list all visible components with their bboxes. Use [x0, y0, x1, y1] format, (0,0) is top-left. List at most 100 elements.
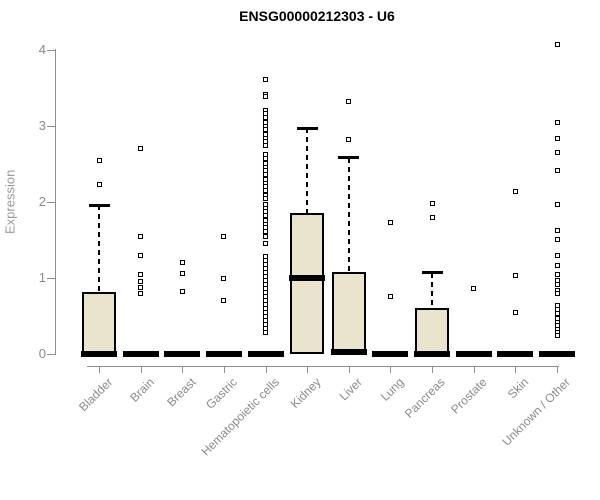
outlier-point	[221, 297, 227, 303]
whisker-cap-kidney	[296, 126, 318, 130]
median-brain	[122, 351, 159, 357]
outlier-point	[263, 127, 269, 133]
outlier-point	[429, 201, 435, 207]
box-pancreas	[415, 308, 450, 354]
outlier-point	[554, 167, 560, 173]
x-tick-label-liver: Liver	[336, 375, 365, 404]
outlier-point	[554, 236, 560, 242]
x-tick-gastric	[223, 366, 225, 373]
outlier-point	[138, 279, 144, 285]
x-tick-liver	[348, 366, 350, 373]
x-tick-label-kidney: Kidney	[287, 375, 324, 411]
whisker-bladder	[98, 205, 100, 292]
outlier-point	[138, 290, 144, 296]
outlier-point	[554, 277, 560, 283]
median-liver	[330, 348, 367, 355]
y-tick-label: 3	[38, 118, 46, 133]
x-tick-kidney	[307, 366, 309, 373]
outlier-point	[554, 252, 560, 258]
median-prostate	[455, 351, 492, 357]
outlier-point	[512, 310, 518, 316]
outlier-point	[138, 272, 144, 278]
outlier-point	[263, 172, 269, 178]
outlier-point	[346, 137, 352, 143]
outlier-point	[554, 282, 560, 288]
outlier-point	[263, 277, 269, 283]
outlier-point	[263, 77, 269, 83]
outlier-point	[263, 321, 269, 327]
outlier-point	[263, 93, 269, 99]
x-tick-label-breast: Breast	[163, 375, 199, 410]
chart-title: ENSG00000212303 - U6	[239, 8, 395, 24]
y-tick	[47, 354, 55, 355]
y-tick	[47, 126, 55, 127]
y-tick-label: 4	[38, 42, 46, 57]
outlier-point	[346, 99, 352, 105]
outlier-point	[263, 229, 269, 235]
whisker-kidney	[306, 128, 309, 213]
x-tick-label-pancreas: Pancreas	[402, 375, 449, 421]
median-lung	[372, 351, 409, 357]
y-tick-label: 0	[38, 346, 46, 361]
x-tick-prostate	[473, 366, 475, 373]
outlier-point	[138, 145, 144, 151]
outlier-point	[179, 259, 185, 265]
outlier-point	[221, 275, 227, 281]
y-tick-label: 2	[38, 194, 46, 209]
outlier-point	[554, 42, 560, 48]
whisker-liver	[347, 157, 350, 272]
outlier-point	[554, 150, 560, 156]
outlier-point	[554, 262, 560, 268]
outlier-point	[554, 302, 560, 308]
outlier-point	[429, 215, 435, 221]
x-tick-label-brain: Brain	[126, 375, 157, 405]
x-tick-label-lung: Lung	[377, 375, 407, 404]
outlier-point	[554, 290, 560, 296]
outlier-point	[138, 253, 144, 259]
x-tick-label-prostate: Prostate	[448, 375, 490, 417]
outlier-point	[263, 234, 269, 240]
whisker-cap-bladder	[88, 203, 110, 207]
outlier-point	[263, 330, 269, 336]
outlier-point	[512, 273, 518, 279]
x-tick-bladder	[99, 366, 100, 373]
outlier-point	[96, 157, 102, 163]
outlier-point	[387, 220, 393, 226]
x-tick-pancreas	[432, 366, 434, 373]
x-tick-label-hematopoietic-cells: Hematopoietic cells	[197, 375, 282, 459]
outlier-point	[263, 240, 269, 246]
outlier-point	[179, 289, 185, 295]
outlier-point	[263, 188, 269, 194]
outlier-point	[179, 270, 185, 276]
outlier-point	[263, 156, 269, 162]
outlier-point	[554, 120, 560, 126]
outlier-point	[138, 284, 144, 290]
x-tick-breast	[182, 366, 184, 373]
x-tick-skin	[515, 366, 517, 373]
y-tick-label: 1	[38, 270, 46, 285]
x-tick-label-gastric: Gastric	[203, 375, 240, 412]
x-tick-brain	[140, 366, 142, 373]
x-tick-label-skin: Skin	[504, 375, 532, 402]
whisker-cap-liver	[338, 156, 360, 160]
median-pancreas	[414, 351, 451, 357]
outlier-point	[263, 261, 269, 267]
median-skin	[497, 351, 534, 357]
outlier-point	[387, 293, 393, 299]
x-tick-unknown-other	[557, 366, 559, 373]
outlier-point	[554, 227, 560, 233]
whisker-pancreas	[431, 272, 434, 309]
median-hematopoietic-cells	[247, 351, 284, 357]
median-bladder	[81, 351, 117, 357]
x-tick-lung	[390, 366, 392, 373]
outlier-point	[138, 233, 144, 239]
outlier-point	[96, 182, 102, 188]
outlier-point	[554, 201, 560, 207]
outlier-point	[471, 286, 477, 292]
outlier-point	[263, 293, 269, 299]
y-tick	[47, 50, 55, 51]
outlier-point	[554, 311, 560, 317]
median-breast	[164, 351, 201, 357]
x-tick-hematopoietic-cells	[265, 366, 267, 373]
